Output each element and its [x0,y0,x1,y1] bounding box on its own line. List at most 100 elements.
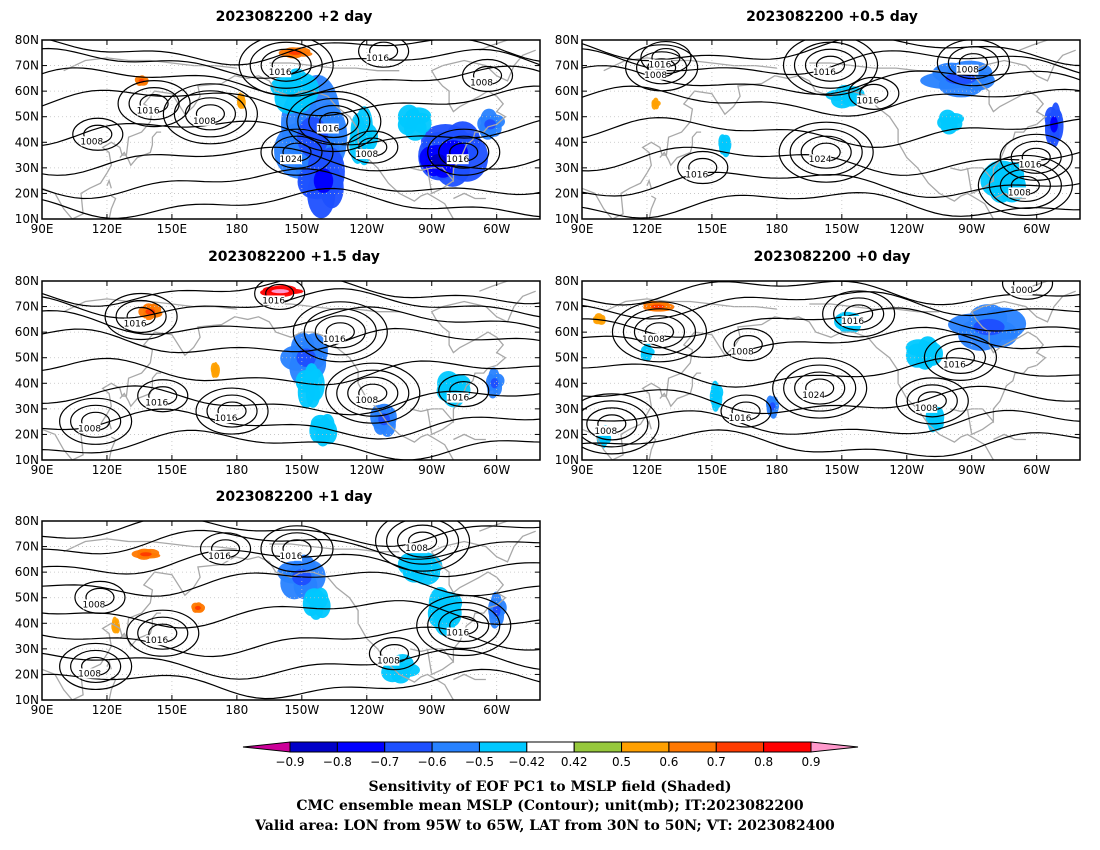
x-tick-label: 150E [157,222,188,236]
isobar-label-bg [648,59,671,70]
isobar-label-bg [594,425,617,436]
y-tick-label: 10N [555,212,579,226]
coastline-segment [966,167,994,195]
contour-line [42,65,540,97]
isobar-label: 1008 [355,150,378,160]
isobar-label-bg [78,423,101,434]
map-panel-p-plus2: 2023082200 +2 day10161016100810081024101… [15,9,541,236]
coastline-segment [42,316,454,460]
isobar-label: 1008 [78,669,101,679]
isobar-label-bg [124,318,147,329]
contour-ring [199,532,252,566]
isobar-label: 1016 [446,155,469,165]
contour-ring [297,97,371,146]
isobar-label-bg [269,67,292,78]
y-tick-label: 80N [15,33,39,47]
contour-line [42,281,540,307]
contour-ring [137,616,189,650]
coastline-segment [453,192,486,200]
x-tick-label: 90E [571,463,594,477]
contour-ring [947,46,1000,80]
y-tick-label: 50N [15,110,39,124]
y-tick-label: 60N [15,84,39,98]
isobar-label-bg [642,333,665,344]
coastline-segment [119,131,162,167]
isobar-label: 1016 [280,552,303,562]
shade-core [140,552,152,557]
sensitivity-shading [134,47,506,219]
coastline-segment [409,49,536,183]
contour-ring [794,371,846,405]
y-tick-label: 70N [15,300,39,314]
x-tick-label: 120E [92,703,123,717]
isobar-label-bg [809,154,832,165]
x-tick-label: 120W [889,222,924,236]
y-tick-label: 60N [555,84,579,98]
contour-ring [271,532,323,566]
contour-ring [622,308,697,356]
contour-ring [582,400,649,448]
contour-ring [184,97,236,131]
gridlines [42,521,540,700]
shade-blob [320,420,338,445]
contour-ring [611,301,708,363]
contour-ring [173,90,247,138]
contour-ring [438,608,490,643]
x-tick-label: 120W [889,463,924,477]
coastline-segment [1019,40,1048,51]
isobar-label-bg [355,395,378,406]
shade-blob [404,116,427,141]
caption-line-1: Sensitivity of EOF PC1 to MSLP field (Sh… [368,779,731,795]
contour-ring [126,609,200,657]
y-tick-label: 70N [15,540,39,554]
mslp-contours [42,40,540,219]
contour-line [42,146,540,176]
coastline-segment [409,530,536,664]
y-tick-label: 40N [15,376,39,390]
panel-frame [581,39,1081,220]
isobar-label-bg [316,123,339,134]
isobar-label: 1008 [594,427,617,437]
contour-ring [104,292,178,341]
isobar-label-bg [78,668,101,679]
y-tick-label: 30N [15,402,39,416]
contour-ring [115,299,167,334]
coastline-segment [809,303,940,313]
isobar-label: 1008 [644,71,667,81]
shade-blob [381,662,404,683]
isobar-label-bg [137,105,160,116]
x-tick-label: 60W [483,222,510,236]
colorbar-tick-label: 0.9 [801,755,820,769]
contour-ring [783,364,857,412]
contour-ring [254,281,306,311]
isobar-label: 1016 [943,360,966,370]
x-tick-label: 150W [824,463,859,477]
colorbar-tick-label: −0.8 [323,755,352,769]
y-tick-label: 50N [555,351,579,365]
isobar-label-bg [366,53,389,64]
y-tick-label: 80N [555,274,579,288]
coastline-segment [426,408,454,436]
map-panel-p-plus0: 2023082200 +0 day 1000 1016 1008 1008 1016 102… [555,249,1081,477]
x-tick-label: 120E [92,222,123,236]
contour-line [582,85,1080,117]
isobar-label-bg [145,635,168,646]
contour-ring [804,48,857,82]
colorbar-swatch [715,741,765,753]
contour-line [582,409,1080,435]
isobar-label: 1008 [83,600,106,610]
contour-ring [633,315,686,349]
contour-ring [336,369,410,417]
isobar-label: 1016 [1019,160,1042,170]
contour-ring [625,44,699,92]
contour-line [42,168,540,200]
colorbar-tick-label: −0.7 [370,755,399,769]
isobar-label-bg [377,655,400,666]
isobar-label: 1016 [262,296,285,306]
isobar-label-bg [262,295,285,306]
contour-ring [906,384,958,418]
caption-line-3: Valid area: LON from 95W to 65W, LAT fro… [254,818,835,834]
x-tick-label: 150E [157,703,188,717]
contour-ring [59,397,133,445]
